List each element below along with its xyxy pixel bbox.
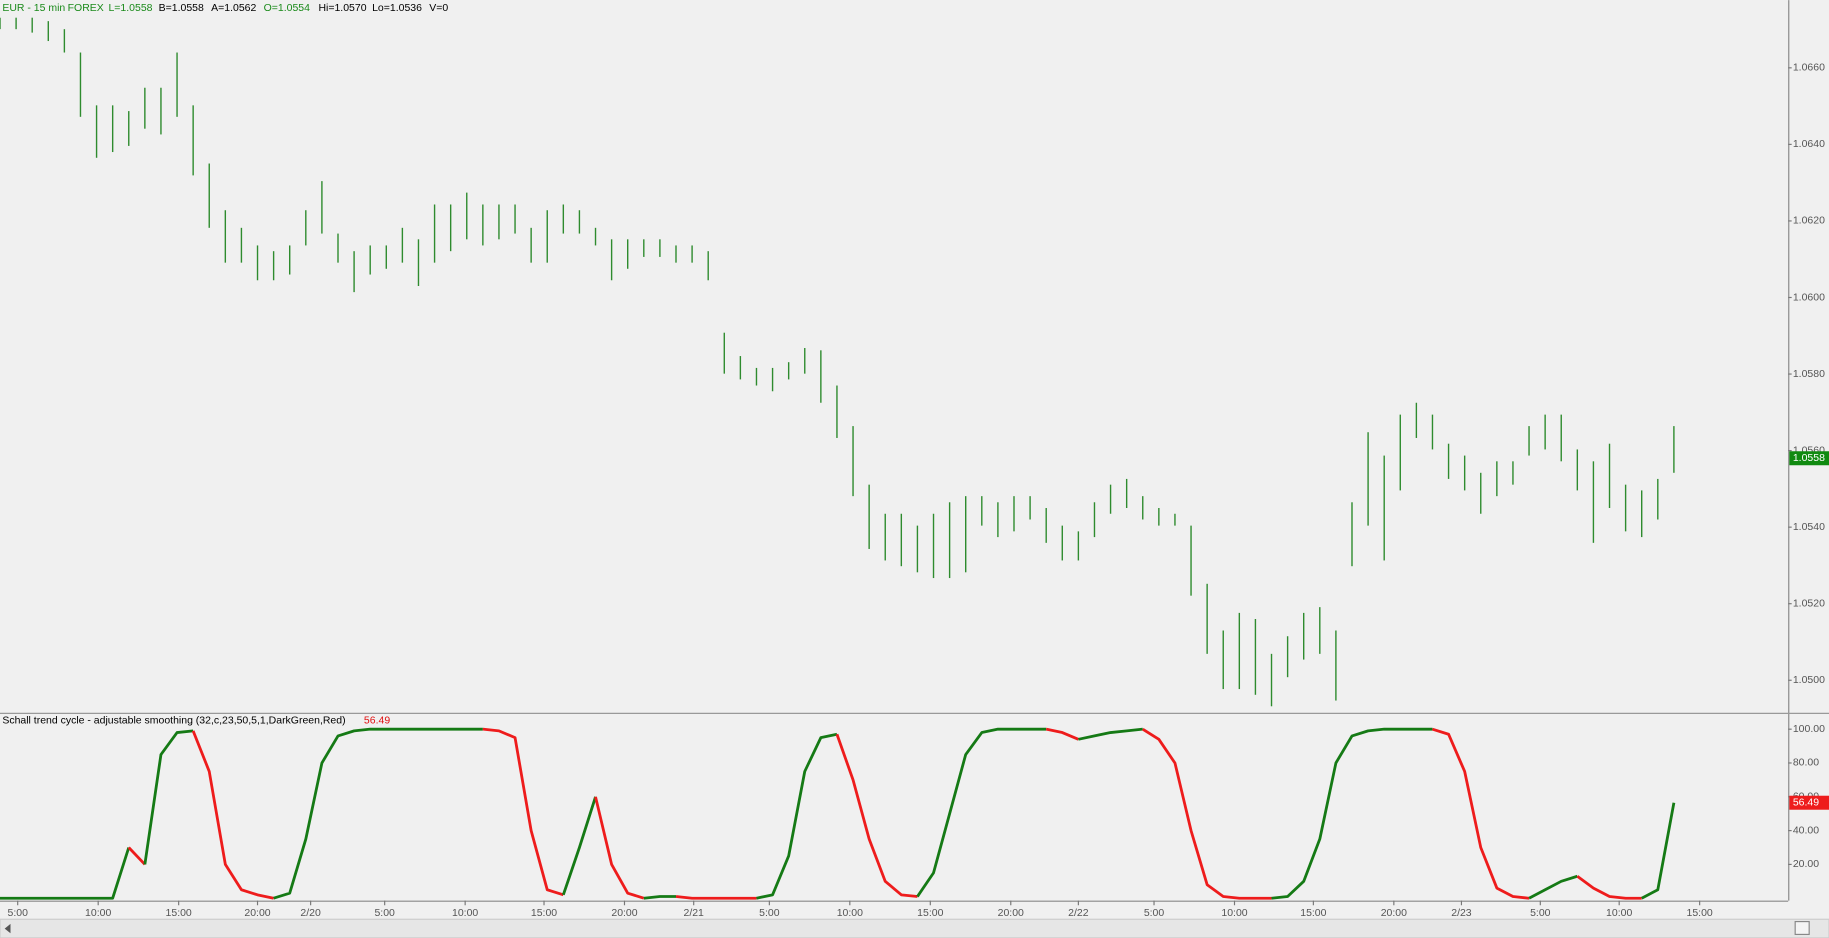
- y-tick-label: 1.0620: [1793, 216, 1825, 227]
- indicator-line: [916, 727, 1047, 898]
- x-tick-label: 10:00: [1606, 908, 1632, 919]
- x-tick-label: 15:00: [1300, 908, 1326, 919]
- low-quote: Lo=1.0536: [372, 3, 422, 14]
- indicator-line: [1432, 727, 1530, 900]
- symbol: EUR - 15 min: [2, 3, 65, 14]
- indicator-line: [1142, 727, 1272, 900]
- x-tick-label: 20:00: [611, 908, 637, 919]
- x-tick-label: 15:00: [917, 908, 943, 919]
- x-tick-label: 15:00: [166, 908, 192, 919]
- y-tick-label: 1.0540: [1793, 522, 1825, 533]
- volume-quote: V=0: [429, 3, 448, 14]
- bid-quote: B=1.0558: [159, 3, 204, 14]
- ask-quote: A=1.0562: [211, 3, 256, 14]
- indicator-title: Schall trend cycle - adjustable smoothin…: [2, 716, 345, 727]
- x-tick-label: 2/20: [300, 908, 321, 919]
- x-tick-label: 2/23: [1451, 908, 1472, 919]
- scrollbar[interactable]: [0, 918, 1829, 938]
- indicator-line: [643, 895, 676, 900]
- y-tick-label: 1.0500: [1793, 675, 1825, 686]
- y-tick-label: 1.0600: [1793, 292, 1825, 303]
- x-tick-label: 10:00: [452, 908, 478, 919]
- x-tick-label: 10:00: [1221, 908, 1247, 919]
- indicator-line: [562, 796, 597, 896]
- last-quote: L=1.0558: [108, 3, 152, 14]
- y-tick-label: 40.00: [1793, 825, 1819, 836]
- indicator-line: [0, 847, 131, 900]
- quote-header: EUR - 15 min FOREX L=1.0558 B=1.0558 A=1…: [2, 3, 448, 14]
- indicator-value: 56.49: [364, 716, 390, 727]
- indicator-line: [1641, 802, 1676, 900]
- x-tick-label: 15:00: [531, 908, 557, 919]
- indicator-line: [675, 895, 757, 900]
- scroll-left[interactable]: [4, 923, 11, 934]
- open-quote: O=1.0554: [264, 3, 311, 14]
- x-tick-label: 10:00: [837, 908, 863, 919]
- y-tick-label: 80.00: [1793, 758, 1819, 769]
- high-quote: Hi=1.0570: [318, 3, 366, 14]
- indicator-line: [482, 727, 564, 897]
- x-tick-label: 20:00: [244, 908, 270, 919]
- y-tick-label: 1.0580: [1793, 369, 1825, 380]
- y-tick-label: 1.0660: [1793, 63, 1825, 74]
- x-tick-label: 20:00: [1381, 908, 1407, 919]
- indicator-line: [1528, 874, 1578, 900]
- y-tick-label: 100.00: [1793, 724, 1825, 735]
- exchange: FOREX: [68, 3, 104, 14]
- indicator-line: [143, 729, 194, 865]
- x-tick-label: 5:00: [374, 908, 395, 919]
- indicator-line: [835, 733, 918, 898]
- x-tick-label: 20:00: [998, 908, 1024, 919]
- indicator-line: [1576, 875, 1642, 900]
- x-tick-label: 10:00: [85, 908, 111, 919]
- indicator-line: [756, 732, 838, 900]
- scroll-thumb[interactable]: [1794, 921, 1810, 935]
- indicator-line: [273, 727, 483, 900]
- last-price-box: [1789, 451, 1829, 466]
- last-price-label: 1.0558: [1793, 453, 1825, 464]
- y-tick-label: 1.0560: [1793, 445, 1825, 456]
- x-tick-label: 15:00: [1687, 908, 1713, 919]
- y-tick-label: 1.0520: [1793, 598, 1825, 609]
- y-tick-label: 20.00: [1793, 859, 1819, 870]
- last-value-box: [1789, 795, 1829, 810]
- indicator-line: [594, 796, 645, 900]
- y-tick-label: 1.0640: [1793, 139, 1825, 150]
- last-value-label: 56.49: [1793, 797, 1819, 808]
- indicator-line: [127, 846, 146, 866]
- indicator-line: [1045, 727, 1079, 741]
- x-tick-label: 2/22: [1068, 908, 1089, 919]
- x-tick-label: 5:00: [1530, 908, 1551, 919]
- x-tick-label: 2/21: [683, 908, 704, 919]
- x-tick-label: 5:00: [1144, 908, 1165, 919]
- indicator-line: [1271, 727, 1433, 900]
- x-tick-label: 5:00: [759, 908, 780, 919]
- x-tick-label: 5:00: [8, 908, 29, 919]
- indicator-line: [191, 730, 274, 900]
- indicator-line: [1078, 727, 1143, 741]
